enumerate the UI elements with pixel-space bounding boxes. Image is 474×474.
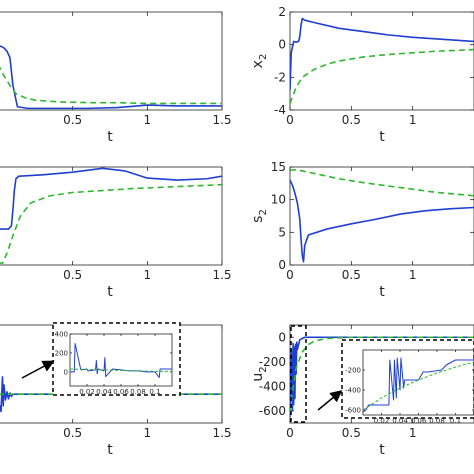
- x-tick-label: 0: [286, 426, 294, 440]
- series-line-green: [0, 183, 222, 264]
- series-line-green: [290, 336, 474, 411]
- series-line-green: [290, 168, 474, 197]
- series-group: [363, 357, 474, 413]
- x-tick-label: 0.1: [149, 388, 160, 396]
- y-axis-label-subscript: 2: [258, 54, 269, 60]
- x-tick-label: 0.08: [130, 388, 146, 396]
- y-tick-label: 200: [55, 349, 68, 357]
- x-tick-label: 1: [409, 426, 417, 440]
- x-tick-label: 0: [286, 268, 294, 282]
- x-axis-label: t: [379, 284, 385, 300]
- y-tick-label: -400: [259, 379, 286, 393]
- y-tick-label: 2: [278, 5, 286, 19]
- y-tick-label: 0: [278, 330, 286, 344]
- y-tick-label: -4: [274, 103, 286, 117]
- series-line-green: [70, 368, 172, 372]
- y-tick-label: -2: [274, 70, 286, 84]
- y-axis-label-main: s: [250, 216, 266, 223]
- y-axis-label-main: u: [250, 373, 266, 382]
- x-tick-label: 1: [144, 268, 152, 282]
- x-tick-label: 0.5: [63, 113, 82, 127]
- chart-top-left: 0.5 1 1.5 t: [0, 11, 232, 145]
- series-group: [0, 45, 222, 110]
- y-tick-label: 0: [64, 368, 68, 376]
- x-tick-label: 0: [286, 113, 294, 127]
- x-axis-label: t: [107, 129, 113, 145]
- chart-bottom-left-inset: 0.02 0.04 0.06 0.08 0.1 0 200 400: [52, 322, 181, 396]
- x-tick-label: 1.5: [212, 268, 231, 282]
- series-line-blue: [290, 17, 474, 91]
- x-tick-label: 1: [144, 113, 152, 127]
- y-tick-label: -400: [345, 387, 361, 395]
- x-tick-label: 1: [409, 113, 417, 127]
- chart-bottom-right-inset: 0.02 0.04 0.06 0.08 0.1 -600 -400 -200: [341, 339, 474, 425]
- series-line-green: [290, 48, 474, 104]
- y-tick-label: 0: [278, 258, 286, 272]
- series-group: [290, 17, 474, 104]
- x-tick-label: 1: [409, 268, 417, 282]
- zoom-region-box: [290, 325, 307, 423]
- x-tick-label: 0.08: [429, 417, 445, 425]
- y-axis-label: s2: [250, 209, 269, 223]
- x-tick-label: 0.5: [63, 268, 82, 282]
- series-group: [290, 168, 474, 263]
- x-tick-label: 1: [144, 426, 152, 440]
- x-tick-label: 0.5: [342, 426, 361, 440]
- x-tick-label: 1.5: [212, 426, 231, 440]
- series-group: [70, 342, 172, 378]
- axes-frame: [0, 11, 223, 111]
- series-group: [0, 167, 222, 264]
- x-tick-label: 1.5: [212, 113, 231, 127]
- axes-frame: [0, 166, 223, 266]
- y-tick-label: 10: [271, 193, 286, 207]
- series-line-blue: [0, 167, 222, 230]
- chart-bottom-left: 0.5 1 1.5 t: [0, 324, 232, 458]
- zoom-arrow-left: [21, 360, 55, 379]
- chart-middle-left: 0.5 1 1.5 t: [0, 166, 232, 300]
- y-tick-label: -600: [259, 404, 286, 418]
- x-axis-label: t: [107, 442, 113, 458]
- zoom-arrow-right: [317, 390, 343, 411]
- y-tick-label: 0: [278, 38, 286, 52]
- x-tick-label: 0.5: [342, 268, 361, 282]
- series-group: [290, 336, 474, 417]
- y-tick-label: 400: [55, 331, 68, 339]
- y-tick-label: -200: [345, 367, 361, 375]
- x-tick-label: 0.1: [450, 417, 461, 425]
- y-tick-label: -200: [259, 355, 286, 369]
- x-axis-label: t: [379, 129, 385, 145]
- axes-frame: [289, 166, 474, 266]
- x-tick-label: 0.5: [63, 426, 82, 440]
- chart-bottom-right: 0 0.5 1 -600 -400 -200 0 t u2: [250, 324, 474, 458]
- inset-frame: [341, 339, 474, 419]
- y-axis-label-subscript: 2: [258, 209, 269, 215]
- y-axis-label: u2: [250, 366, 269, 381]
- y-tick-label: 5: [278, 225, 286, 239]
- series-line-green: [0, 66, 222, 105]
- series-line-blue: [0, 45, 222, 110]
- x-tick-label: 0.02: [79, 388, 95, 396]
- x-tick-label: 0.06: [113, 388, 129, 396]
- x-tick-label: 0.02: [374, 417, 390, 425]
- x-tick-label: 0.5: [342, 113, 361, 127]
- y-axis-label-main: x: [250, 60, 266, 68]
- axes-frame: [289, 11, 474, 111]
- series-group: [0, 376, 222, 413]
- series-line-blue: [290, 179, 474, 263]
- x-tick-label: 0.04: [392, 417, 408, 425]
- x-axis-label: t: [107, 284, 113, 300]
- x-axis-label: t: [379, 442, 385, 458]
- y-tick-label: -600: [345, 407, 361, 415]
- series-line-green: [363, 361, 474, 411]
- y-axis-label-subscript: 2: [258, 366, 269, 372]
- series-line-blue: [363, 357, 474, 413]
- y-axis-label: x2: [250, 54, 269, 69]
- x-tick-label: 0.04: [96, 388, 112, 396]
- series-line-blue: [290, 336, 474, 417]
- y-tick-label: 15: [271, 160, 286, 174]
- x-tick-label: 0.06: [411, 417, 427, 425]
